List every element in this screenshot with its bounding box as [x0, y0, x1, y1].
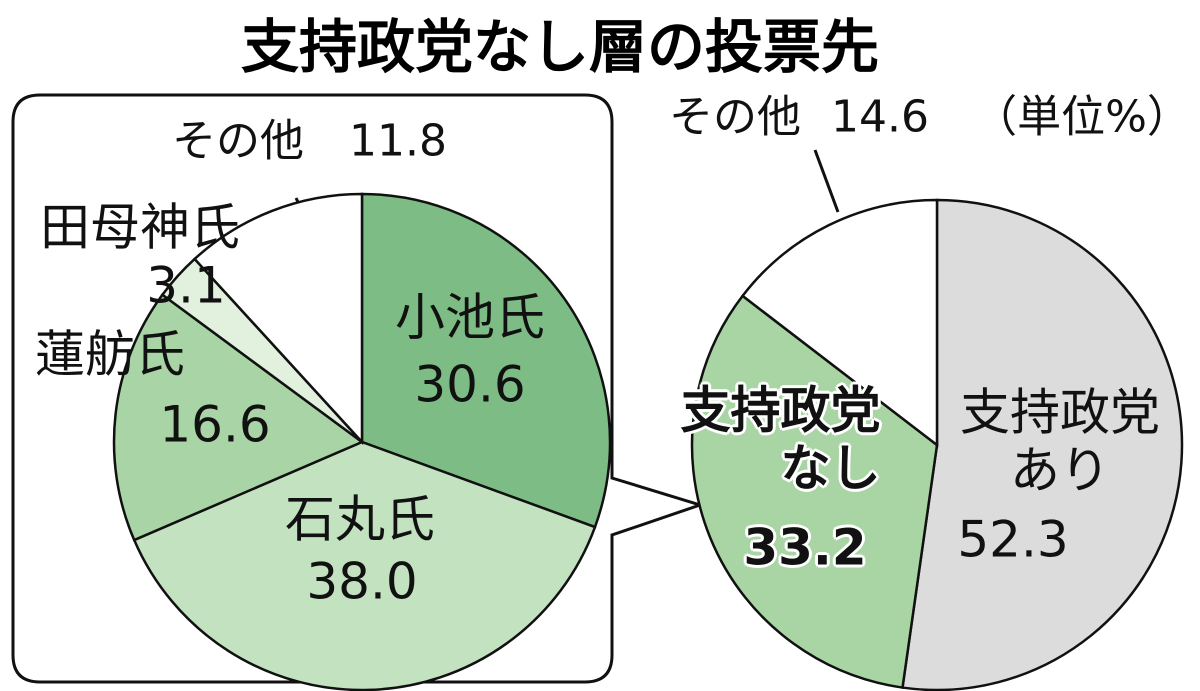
- slice-label: その他: [669, 91, 801, 143]
- value-label: 14.6: [831, 91, 929, 143]
- leader-line: [813, 149, 840, 213]
- value-label: 30.6: [414, 355, 526, 414]
- pie-slice: [132, 440, 597, 691]
- value-label: 3.1: [146, 256, 226, 315]
- value-label: 16.6: [159, 395, 271, 454]
- pie-slice: [112, 293, 365, 542]
- slice-label: 石丸氏: [285, 490, 435, 549]
- inset-frame: [11, 93, 705, 684]
- chart-title: 支持政党なし層の投票先: [240, 13, 880, 81]
- value-label: 33.2: [743, 518, 867, 577]
- slice-label: その他: [172, 115, 304, 167]
- slice-label: 支持政党なし: [680, 381, 881, 497]
- pie-slice: [740, 198, 939, 448]
- value-label: 52.3: [957, 510, 1069, 569]
- value-label: 11.8: [349, 115, 447, 167]
- pie-slice: [690, 294, 939, 689]
- unit-note: （単位%）: [973, 91, 1191, 143]
- pie-slice: [192, 192, 364, 446]
- pie-slice: [901, 198, 1184, 691]
- slice-label: 田母神氏: [40, 198, 240, 257]
- slice-label: 小池氏: [395, 288, 545, 347]
- slice-label: 蓮舫氏: [35, 325, 185, 384]
- value-label: 38.0: [306, 552, 418, 611]
- slice-label: 支持政党あり: [960, 383, 1160, 499]
- pie-slice: [360, 192, 612, 529]
